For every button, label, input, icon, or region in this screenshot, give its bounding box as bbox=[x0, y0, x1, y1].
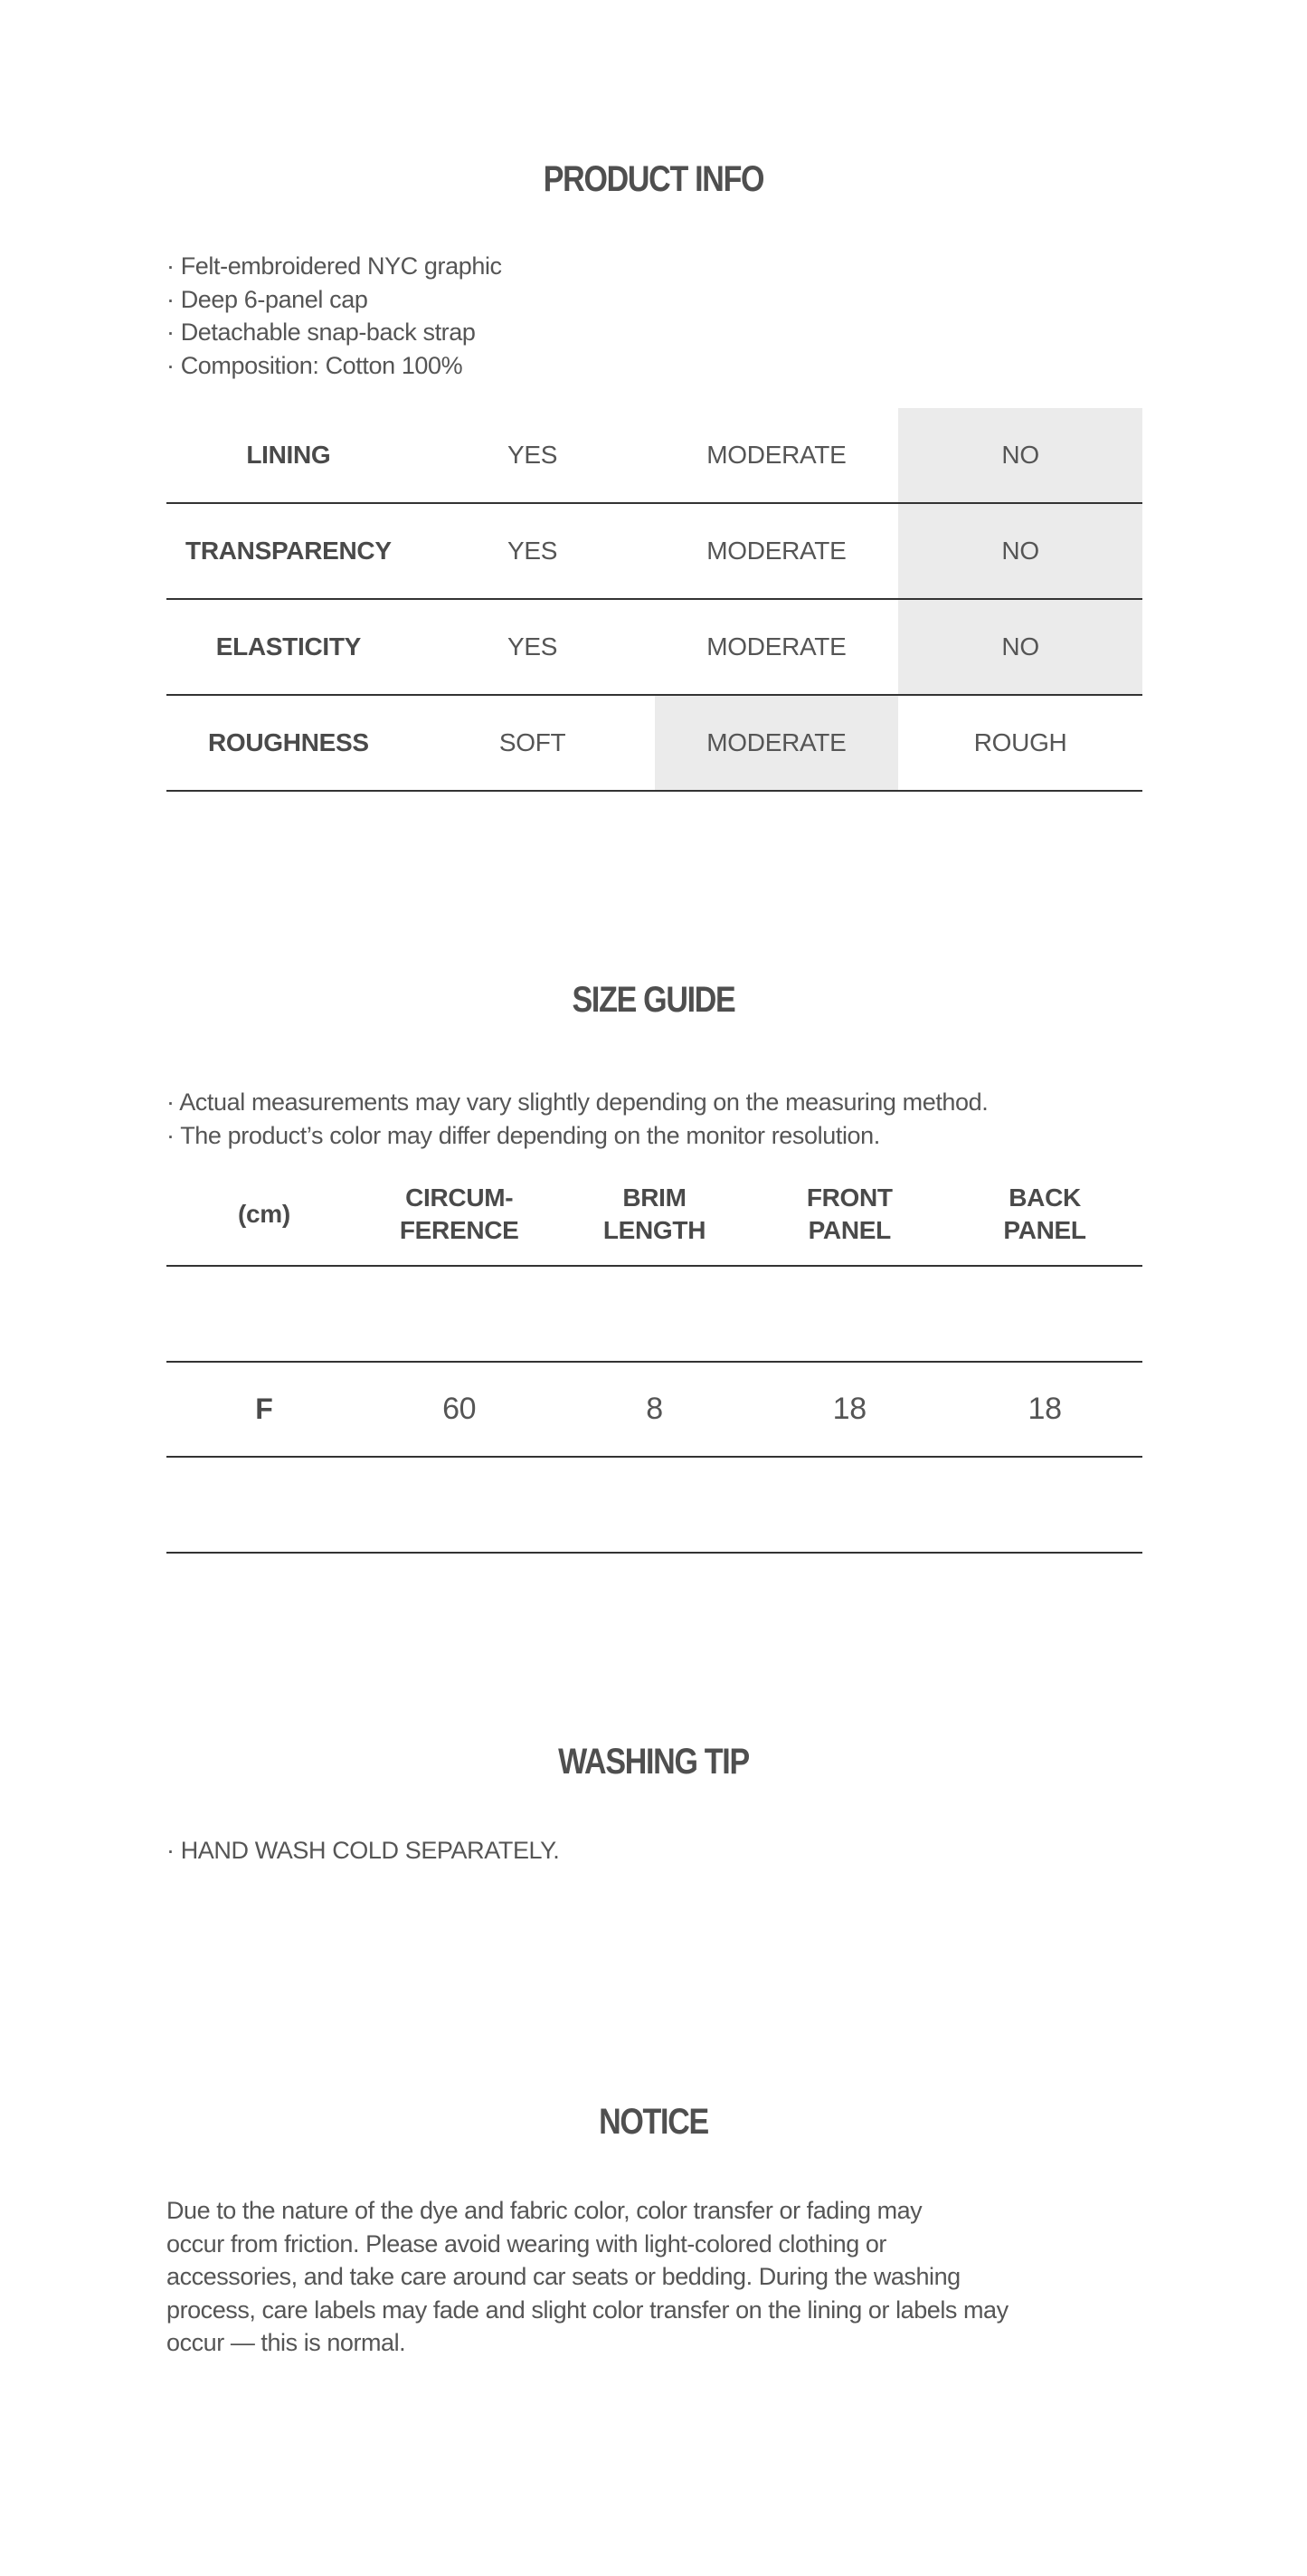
column-header-line: (cm) bbox=[237, 1200, 290, 1228]
column-header-line: PANEL bbox=[808, 1216, 892, 1244]
notice-title: NOTICE bbox=[599, 2102, 709, 2142]
column-header: BRIM LENGTH bbox=[557, 1173, 753, 1265]
size-label: F bbox=[255, 1392, 273, 1425]
fabric-properties-table: LINING YES MODERATE NO TRANSPARENCY YES MODERA… bbox=[166, 408, 1142, 792]
option-cell: MODERATE bbox=[706, 537, 847, 565]
measurement-cell bbox=[752, 1267, 947, 1361]
option-cell: YES bbox=[507, 537, 558, 565]
option-cell: YES bbox=[507, 441, 558, 469]
size-guide-bullets: · Actual measurements may vary slightly … bbox=[166, 1086, 989, 1152]
measurement-cell: 18 bbox=[1028, 1391, 1062, 1426]
option-cell: MODERATE bbox=[706, 441, 847, 469]
measurement-cell bbox=[362, 1267, 557, 1361]
size-row bbox=[166, 1267, 1142, 1363]
property-label: LINING bbox=[246, 441, 331, 469]
column-header: (cm) bbox=[166, 1173, 362, 1265]
bullet-item: · Actual measurements may vary slightly … bbox=[166, 1088, 989, 1116]
measurement-cell: 18 bbox=[832, 1391, 867, 1426]
bullet-item: · Composition: Cotton 100% bbox=[166, 351, 463, 379]
table-row: ELASTICITY YES MODERATE NO bbox=[166, 600, 1142, 696]
table-row: LINING YES MODERATE NO bbox=[166, 408, 1142, 504]
bullet-item: · Felt-embroidered NYC graphic bbox=[166, 252, 502, 280]
measurement-cell bbox=[557, 1458, 753, 1552]
property-label: ELASTICITY bbox=[215, 632, 362, 661]
column-header-line: FRONT bbox=[806, 1183, 893, 1212]
column-header-line: BACK bbox=[1009, 1183, 1081, 1212]
notice-text: Due to the nature of the dye and fabric … bbox=[166, 2194, 1009, 2360]
option-cell: ROUGH bbox=[973, 728, 1067, 756]
option-cell: SOFT bbox=[498, 728, 566, 756]
notice-line: accessories, and take care around car se… bbox=[166, 2263, 961, 2290]
property-label: ROUGHNESS bbox=[207, 728, 369, 756]
table-row: TRANSPARENCY YES MODERATE NO bbox=[166, 504, 1142, 600]
property-label: TRANSPARENCY bbox=[185, 537, 392, 565]
size-label bbox=[166, 1458, 362, 1552]
option-cell: MODERATE bbox=[706, 632, 847, 661]
notice-line: occur from friction. Please avoid wearin… bbox=[166, 2229, 886, 2258]
column-header-line: PANEL bbox=[1003, 1216, 1086, 1244]
column-header-line: LENGTH bbox=[602, 1216, 706, 1244]
measurement-cell bbox=[557, 1267, 753, 1361]
washing-tip-bullets: · HAND WASH COLD SEPARATELY. bbox=[166, 1834, 560, 1868]
size-label bbox=[166, 1267, 362, 1361]
selected-option: NO bbox=[898, 600, 1142, 694]
measurement-cell: 8 bbox=[646, 1391, 663, 1426]
column-header: CIRCUM- FERENCE bbox=[362, 1173, 557, 1265]
size-row bbox=[166, 1458, 1142, 1554]
size-header-row: (cm) CIRCUM- FERENCE BRIM LENGTH FRONT PANEL BA… bbox=[166, 1173, 1142, 1267]
column-header: BACK PANEL bbox=[947, 1173, 1142, 1265]
product-info-bullets: · Felt-embroidered NYC graphic · Deep 6-… bbox=[166, 250, 502, 382]
column-header-line: BRIM bbox=[622, 1183, 687, 1212]
notice-line: occur — this is normal. bbox=[166, 2329, 406, 2356]
measurement-cell bbox=[362, 1458, 557, 1552]
notice-line: Due to the nature of the dye and fabric … bbox=[166, 2197, 923, 2224]
notice-line: process, care labels may fade and slight… bbox=[166, 2296, 1009, 2324]
column-header-line: FERENCE bbox=[399, 1216, 519, 1244]
selected-option: NO bbox=[898, 408, 1142, 502]
selected-option: NO bbox=[898, 504, 1142, 598]
column-header: FRONT PANEL bbox=[752, 1173, 947, 1265]
selected-option: MODERATE bbox=[654, 696, 899, 790]
measurement-cell bbox=[752, 1458, 947, 1552]
option-cell: YES bbox=[507, 632, 558, 661]
measurement-cell bbox=[947, 1458, 1142, 1552]
bullet-item: · Deep 6-panel cap bbox=[166, 285, 368, 313]
table-row: ROUGHNESS SOFT MODERATE ROUGH bbox=[166, 696, 1142, 792]
size-row: F 60 8 18 18 bbox=[166, 1363, 1142, 1458]
measurement-cell: 60 bbox=[442, 1391, 477, 1426]
size-guide-title: SIZE GUIDE bbox=[572, 980, 736, 1020]
column-header-line: CIRCUM- bbox=[405, 1183, 514, 1212]
bullet-item: · The product’s color may differ dependi… bbox=[166, 1121, 880, 1149]
measurement-cell bbox=[947, 1267, 1142, 1361]
product-info-title: PRODUCT INFO bbox=[543, 159, 765, 199]
size-table: (cm) CIRCUM- FERENCE BRIM LENGTH FRONT PANEL BA… bbox=[166, 1173, 1142, 1554]
bullet-item: · HAND WASH COLD SEPARATELY. bbox=[166, 1837, 560, 1864]
washing-tip-title: WASHING TIP bbox=[558, 1742, 750, 1782]
bullet-item: · Detachable snap-back strap bbox=[166, 318, 476, 346]
